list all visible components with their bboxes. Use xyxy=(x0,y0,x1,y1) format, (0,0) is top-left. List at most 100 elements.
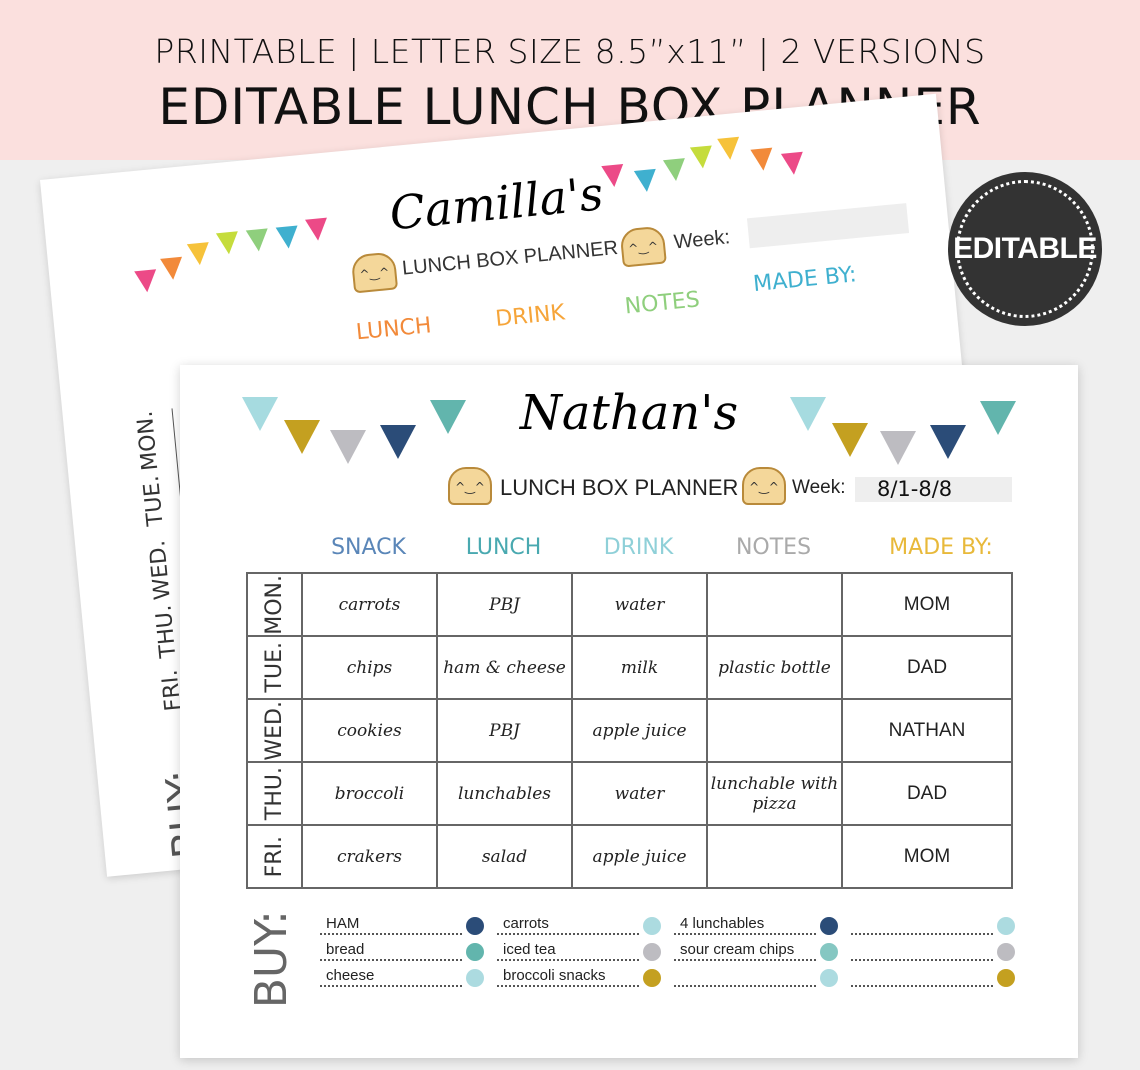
column-header: MADE BY: xyxy=(889,535,993,560)
drink-cell[interactable]: milk xyxy=(571,635,708,700)
editable-badge: EDITABLE xyxy=(948,172,1102,326)
table-row: WED. cookies PBJ apple juice NATHAN xyxy=(246,698,1013,763)
column-header: DRINK xyxy=(603,535,674,560)
bunting-flag xyxy=(305,217,330,242)
table-row: MON. carrots PBJ water MOM xyxy=(246,572,1013,637)
snack-cell[interactable]: chips xyxy=(301,635,438,700)
planner-table: MON. carrots PBJ water MOM TUE. chips ham & che… xyxy=(246,572,1013,889)
color-dot-icon xyxy=(466,943,484,961)
bunting-flag xyxy=(780,151,805,176)
buy-item[interactable]: HAM xyxy=(320,915,462,935)
bunting-flag xyxy=(186,242,211,267)
badge-label: EDITABLE xyxy=(953,232,1097,265)
bunting-flag xyxy=(245,228,270,253)
bunting-flag xyxy=(633,168,658,193)
day-label: TUE. xyxy=(262,642,287,693)
snack-cell[interactable]: carrots xyxy=(301,572,438,637)
lunch-cell[interactable]: PBJ xyxy=(436,698,573,763)
made-by-cell[interactable]: MOM xyxy=(841,824,1013,889)
back-col-lunch: LUNCH xyxy=(354,313,433,346)
made-by-cell[interactable]: DAD xyxy=(841,761,1013,826)
bunting-flag xyxy=(215,231,240,256)
front-sheet-subtitle: LUNCH BOX PLANNER xyxy=(500,475,739,500)
drink-cell[interactable]: water xyxy=(571,761,708,826)
lunch-cell[interactable]: PBJ xyxy=(436,572,573,637)
back-col-drink: DRINK xyxy=(494,300,566,332)
buy-item[interactable] xyxy=(851,967,993,987)
bunting-flag xyxy=(242,397,278,431)
back-sheet-title: Camilla's xyxy=(387,166,606,241)
bunting-flag xyxy=(930,425,966,459)
header-subtitle: PRINTABLE | LETTER SIZE 8.5”x11” | 2 VER… xyxy=(154,32,986,71)
snack-cell[interactable]: cookies xyxy=(301,698,438,763)
drink-cell[interactable]: apple juice xyxy=(571,824,708,889)
sandwich-icon: ^‿^ xyxy=(742,467,786,505)
bunting-flag xyxy=(284,420,320,454)
table-row: FRI. crakers salad apple juice MOM xyxy=(246,824,1013,889)
drink-cell[interactable]: water xyxy=(571,572,708,637)
notes-cell[interactable] xyxy=(706,824,843,889)
lunch-cell[interactable]: ham & cheese xyxy=(436,635,573,700)
bunting-flag xyxy=(430,400,466,434)
buy-item[interactable] xyxy=(851,941,993,961)
made-by-cell[interactable]: MOM xyxy=(841,572,1013,637)
buy-item[interactable] xyxy=(851,915,993,935)
bunting-flag xyxy=(662,158,687,183)
day-cell: FRI. xyxy=(246,824,303,889)
bunting-flag xyxy=(380,425,416,459)
back-day: MON. xyxy=(132,409,164,472)
color-dot-icon xyxy=(997,943,1015,961)
made-by-cell[interactable]: DAD xyxy=(841,635,1013,700)
bunting-flag xyxy=(880,431,916,465)
buy-item[interactable]: iced tea xyxy=(497,941,639,961)
color-dot-icon xyxy=(643,969,661,987)
lunch-cell[interactable]: lunchables xyxy=(436,761,573,826)
table-row: THU. broccoli lunchables water lunchable wit… xyxy=(246,761,1013,826)
sandwich-icon: ^‿^ xyxy=(350,251,399,294)
buy-item[interactable]: sour cream chips xyxy=(674,941,816,961)
buy-item[interactable]: 4 lunchables xyxy=(674,915,816,935)
day-label: FRI. xyxy=(262,835,287,878)
day-label: MON. xyxy=(262,574,287,635)
drink-cell[interactable]: apple juice xyxy=(571,698,708,763)
lunch-cell[interactable]: salad xyxy=(436,824,573,889)
week-label: Week: xyxy=(792,477,846,498)
back-sheet-subtitle: LUNCH BOX PLANNER xyxy=(401,236,619,280)
back-week-field[interactable] xyxy=(746,203,910,249)
snack-cell[interactable]: broccoli xyxy=(301,761,438,826)
bunting-flag xyxy=(275,225,300,250)
color-dot-icon xyxy=(997,969,1015,987)
bunting-flag xyxy=(160,256,185,281)
back-day: TUE. xyxy=(138,474,169,528)
color-dot-icon xyxy=(820,969,838,987)
table-row: TUE. chips ham & cheese milk plastic bottle D… xyxy=(246,635,1013,700)
buy-item[interactable]: broccoli snacks xyxy=(497,967,639,987)
notes-cell[interactable]: plastic bottle xyxy=(706,635,843,700)
bunting-flag xyxy=(832,423,868,457)
week-field[interactable]: 8/1-8/8 xyxy=(855,477,1012,502)
bunting-flag xyxy=(601,164,626,189)
day-cell: WED. xyxy=(246,698,303,763)
color-dot-icon xyxy=(820,943,838,961)
color-dot-icon xyxy=(466,969,484,987)
notes-cell[interactable]: lunchable with pizza xyxy=(706,761,843,826)
bunting-flag xyxy=(689,145,714,170)
buy-item[interactable] xyxy=(674,967,816,987)
snack-cell[interactable]: crakers xyxy=(301,824,438,889)
color-dot-icon xyxy=(643,943,661,961)
notes-cell[interactable] xyxy=(706,698,843,763)
column-header: LUNCH xyxy=(465,535,542,560)
notes-cell[interactable] xyxy=(706,572,843,637)
sandwich-icon: ^‿^ xyxy=(619,225,667,268)
color-dot-icon xyxy=(997,917,1015,935)
bunting-flag xyxy=(980,401,1016,435)
bunting-flag xyxy=(330,430,366,464)
back-col-madeby: MADE BY: xyxy=(752,262,858,298)
back-col-notes: NOTES xyxy=(623,287,701,320)
buy-item[interactable]: cheese xyxy=(320,967,462,987)
column-header: SNACK xyxy=(331,535,406,560)
made-by-cell[interactable]: NATHAN xyxy=(841,698,1013,763)
buy-item[interactable]: bread xyxy=(320,941,462,961)
day-label: WED. xyxy=(262,700,287,761)
buy-item[interactable]: carrots xyxy=(497,915,639,935)
